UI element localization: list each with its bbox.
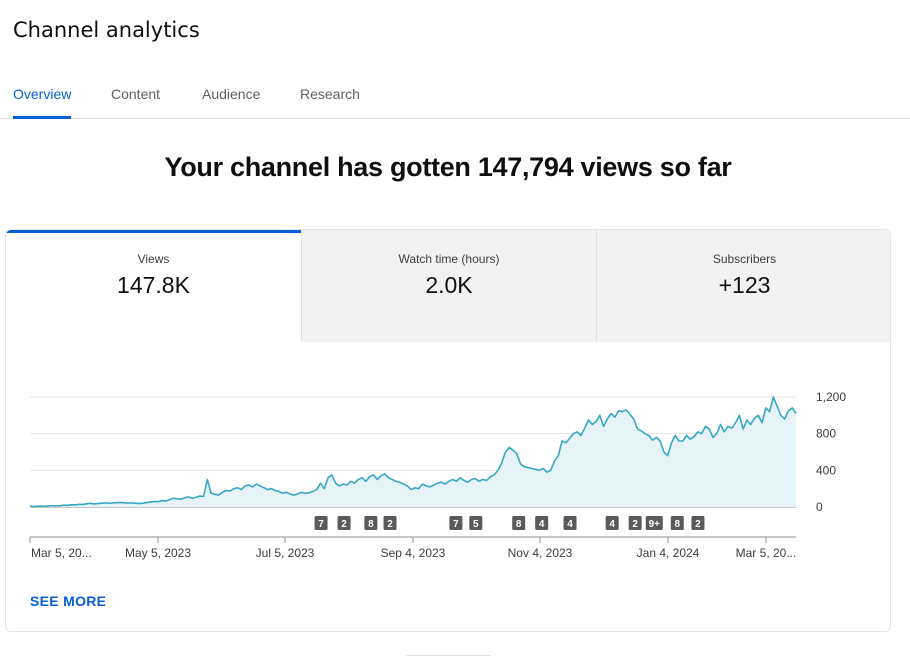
x-tick-label: Nov 4, 2023 [508,546,573,560]
annotation-marker: 9+ [645,516,663,530]
annotation-marker: 8 [512,516,526,530]
bottom-handle [405,655,492,661]
x-tick-label: Jan 4, 2024 [637,546,700,560]
analytics-tab-bar: Overview Content Audience Research [0,70,910,119]
annotation-marker-badge [469,516,483,530]
y-tick-label: 0 [816,500,823,514]
tab-overview[interactable]: Overview [13,86,72,119]
x-tick-label: Jul 5, 2023 [256,546,315,560]
annotation-marker-badge [337,516,351,530]
tab-audience[interactable]: Audience [202,86,261,102]
annotation-marker: 8 [364,516,378,530]
x-axis: Mar 5, 20... May 5, 2023 Jul 5, 2023 Sep 4,… [29,536,797,560]
annotation-marker-label: 2 [341,519,347,530]
page-title: Channel analytics [13,18,200,42]
annotation-marker-badge [314,516,328,530]
y-tick-label: 800 [816,427,836,441]
views-chart: 1,200 800 400 0 7 2 8 2 7 5 8 4 4 4 2 9+ 8 2 Mar 5, 20..… [29,390,846,560]
annotation-marker-label: 4 [567,519,573,530]
annotation-marker-label: 8 [674,519,680,530]
metric-label: Subscribers [712,252,777,266]
annotation-marker-badge [364,516,378,530]
annotation-marker: 2 [337,516,351,530]
annotation-marker-label: 4 [539,519,545,530]
tab-research[interactable]: Research [300,86,360,102]
annotation-marker-label: 7 [318,519,324,530]
metric-tab-subscribers[interactable]: Subscribers +123 [597,230,890,342]
series-area [30,397,796,507]
views-headline: Your channel has gotten 147,794 views so… [164,152,732,182]
annotation-marker-label: 8 [516,519,522,530]
annotation-marker-badge [383,516,397,530]
annotation-marker: 4 [563,516,577,530]
annotation-marker: 7 [314,516,328,530]
y-tick-label: 1,200 [816,390,846,404]
tab-content[interactable]: Content [111,86,161,102]
x-tick-label: Sep 4, 2023 [381,546,446,560]
annotation-marker-label: 2 [632,519,638,530]
annotation-marker-badge [512,516,526,530]
annotation-marker: 4 [535,516,549,530]
annotation-marker: 2 [383,516,397,530]
annotation-marker-badge [449,516,463,530]
annotation-marker-badge [535,516,549,530]
annotation-marker-label: 5 [473,519,479,530]
annotation-marker-badge [628,516,642,530]
annotation-marker-label: 9+ [649,519,661,530]
metric-value: +123 [718,272,771,298]
annotation-marker-label: 8 [368,519,374,530]
annotation-marker-badge [645,516,663,530]
annotation-marker: 5 [469,516,483,530]
annotation-marker-label: 4 [609,519,615,530]
x-tick-label: Mar 5, 20... [31,546,92,560]
annotation-marker: 4 [605,516,619,530]
annotation-marker-badge [691,516,705,530]
x-tick-label: Mar 5, 20... [736,546,797,560]
annotation-marker-label: 7 [453,519,459,530]
see-more-link[interactable]: SEE MORE [30,593,107,609]
metric-label: Views [137,252,170,266]
series-line [29,396,797,508]
annotation-marker: 2 [628,516,642,530]
metric-tab-watch-time[interactable]: Watch time (hours) 2.0K [302,230,596,342]
metric-value: 147.8K [117,272,190,298]
annotation-marker-badge [563,516,577,530]
y-axis: 1,200 800 400 0 [816,390,846,514]
metric-label: Watch time (hours) [398,252,500,266]
annotation-marker: 8 [670,516,684,530]
annotation-marker-badge [605,516,619,530]
annotation-marker: 7 [449,516,463,530]
metric-tab-views[interactable]: Views 147.8K [6,230,301,342]
metric-divider [596,230,597,342]
annotation-markers: 7 2 8 2 7 5 8 4 4 4 2 9+ 8 2 [314,516,705,530]
annotation-marker: 2 [691,516,705,530]
x-tick-label: May 5, 2023 [125,546,191,560]
metric-value: 2.0K [425,272,473,298]
y-tick-label: 400 [816,463,836,477]
chart-series [29,396,797,508]
annotation-marker-label: 2 [695,519,701,530]
annotation-marker-label: 2 [387,519,393,530]
metric-divider [301,230,302,342]
overview-metrics-card: Views 147.8K Watch time (hours) 2.0K Sub… [5,229,891,632]
annotation-marker-badge [670,516,684,530]
